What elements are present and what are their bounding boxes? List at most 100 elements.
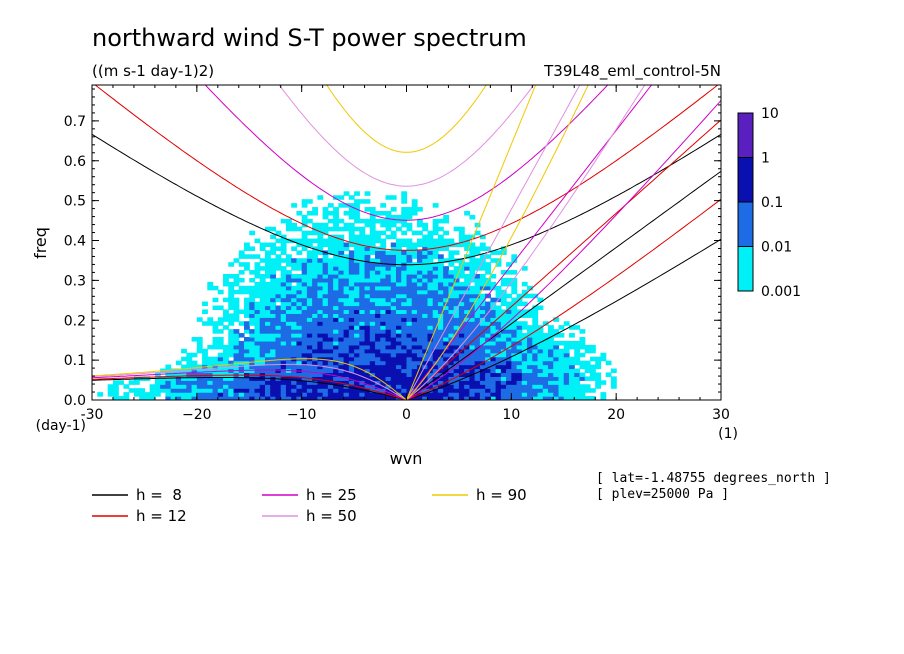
heatmap-cell [563,396,570,400]
heatmap-cell [427,230,434,236]
heatmap-cell [301,203,308,208]
heatmap-cell [244,246,250,251]
heatmap-cell [312,222,318,228]
heatmap-cell [474,258,481,263]
heatmap-cell [275,313,282,318]
heatmap-cell [385,222,392,228]
heatmap-cell [259,289,266,295]
heatmap-cell [228,380,235,385]
heatmap-cell [327,301,334,307]
heatmap-cell [348,274,355,279]
heatmap-cell [406,313,413,318]
heatmap-cell [306,250,313,255]
heatmap-cell [202,380,208,385]
heatmap-cell [327,313,334,318]
heatmap-cell [291,337,298,342]
heatmap-cell [275,277,282,283]
heatmap-cell [406,388,413,393]
heatmap-cell [416,317,423,322]
heatmap-cell [181,348,187,354]
colorbar-label: 10 [761,106,779,122]
heatmap-cell [485,396,491,400]
heatmap-cell [490,329,497,334]
heatmap-cell [333,250,339,255]
heatmap-cell [264,360,271,366]
heatmap-cell [458,313,465,318]
heatmap-cell [270,270,277,275]
ig-curve-h90 [326,85,487,153]
heatmap-cell [254,352,261,358]
heatmap-cell [406,344,413,350]
heatmap-cell [322,258,329,263]
heatmap-cell [469,392,476,397]
heatmap-cell [296,226,303,232]
heatmap-cell [422,293,429,299]
heatmap-cell [396,325,402,330]
heatmap-cell [443,388,450,393]
heatmap-cell [338,337,345,342]
heatmap-cell [333,274,339,279]
heatmap-cell [327,274,334,279]
heatmap-cell [427,266,434,271]
heatmap-cell [280,274,287,279]
heatmap-cell [343,372,350,377]
heatmap-cell [511,281,518,287]
heatmap-cell [411,211,418,216]
heatmap-cell [259,317,266,322]
heatmap-cell [217,384,224,389]
heatmap-cell [327,325,334,330]
heatmap-cell [343,388,350,393]
heatmap-cell [542,380,549,385]
heatmap-cell [238,254,245,259]
heatmap-cell [495,317,502,322]
heatmap-cell [437,344,444,350]
heatmap-cell [385,309,392,314]
heatmap-cell [448,321,455,326]
heatmap-cell [464,254,470,259]
heatmap-cell [270,226,277,232]
heatmap-cell [411,368,418,374]
heatmap-cell [348,242,355,248]
heatmap-cell [443,329,450,334]
heatmap-cell [364,191,371,196]
heatmap-cell [280,281,287,287]
heatmap-cell [364,305,371,311]
heatmap-cell [359,329,366,334]
heatmap-cell [354,317,360,322]
heatmap-cell [249,348,256,354]
heatmap-cell [416,293,423,299]
heatmap-cell [333,226,339,232]
heatmap-cell [490,392,497,397]
heatmap-cell [375,348,381,354]
heatmap-cell [291,364,298,370]
heatmap-cell [233,258,240,263]
heatmap-cell [301,317,308,322]
heatmap-cell [359,266,366,271]
heatmap-cell [291,277,298,283]
heatmap-cell [217,376,224,381]
heatmap-cell [354,388,360,393]
heatmap-cell [568,384,575,389]
heatmap-cell [427,325,434,330]
heatmap-cell [589,396,596,400]
heatmap-cell [479,368,486,374]
heatmap-cell [375,305,381,311]
heatmap-cell [422,396,429,400]
heatmap-cell [275,329,282,334]
heatmap-cell [411,270,418,275]
heatmap-cell [333,218,339,224]
heatmap-cell [380,348,387,354]
heatmap-cell [343,301,350,307]
heatmap-cell [495,344,502,350]
heatmap-cell [380,266,387,271]
heatmap-cell [390,234,397,240]
heatmap-cell [380,364,387,370]
heatmap-cell [212,392,219,397]
heatmap-cell [264,262,271,267]
heatmap-cell [306,289,313,295]
heatmap-cell [432,222,439,228]
heatmap-cell [437,297,444,303]
heatmap-cell [291,329,298,334]
heatmap-cell [244,364,250,370]
heatmap-cell [348,297,355,303]
